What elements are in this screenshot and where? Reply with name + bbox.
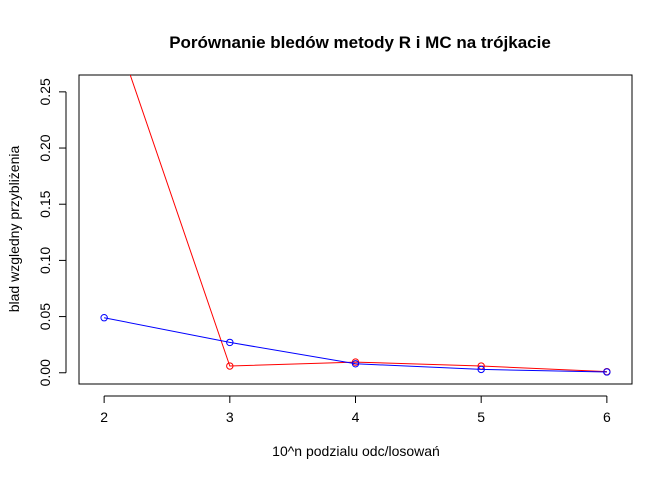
series-line — [104, 317, 607, 373]
y-tick-label: 0.15 — [37, 190, 53, 217]
chart-title: Porównanie bledów metody R i MC na trójk… — [169, 33, 551, 52]
data-point — [477, 365, 485, 374]
y-tick-label: 0.05 — [37, 303, 53, 330]
x-axis-title: 10^n podzialu odc/losowań — [272, 443, 440, 459]
axis-ticks: 2 3 4 5 6 0.00 0.05 0.10 0.15 0.20 0.25 — [37, 78, 611, 425]
data-point — [226, 362, 234, 370]
x-tick-label: 6 — [603, 409, 611, 425]
y-tick-label: 0.20 — [37, 134, 53, 161]
x-tick-label: 5 — [477, 409, 485, 425]
plot-frame — [78, 74, 633, 385]
data-point — [351, 360, 360, 368]
data-point — [603, 368, 611, 376]
y-tick-label: 0.00 — [37, 359, 53, 386]
x-tick-label: 3 — [226, 409, 234, 425]
x-tick-label: 2 — [100, 409, 108, 425]
series-group — [100, 75, 611, 376]
series-line — [129, 75, 607, 373]
series-0 — [129, 75, 611, 376]
series-1 — [100, 314, 611, 376]
data-point — [100, 314, 108, 322]
data-point — [226, 338, 234, 347]
y-tick-label: 0.25 — [37, 78, 53, 105]
y-axis-title: blad wzgledny przybliżenia — [6, 146, 22, 313]
y-tick-label: 0.10 — [37, 247, 53, 274]
x-tick-label: 4 — [352, 409, 360, 425]
